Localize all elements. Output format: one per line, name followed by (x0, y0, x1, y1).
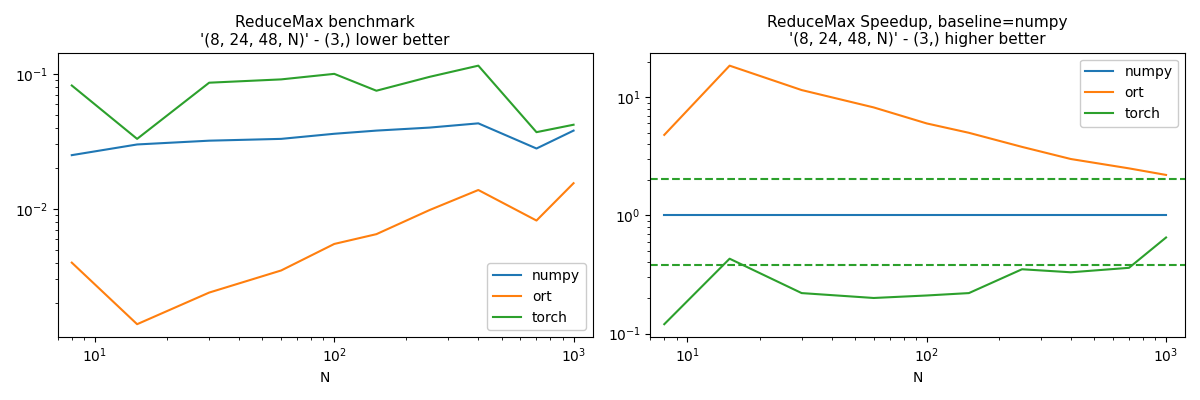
ort (65, 260, 79, 265)
ort (202, 290, 216, 295)
numpy (328, 131, 342, 136)
ort (919, 121, 934, 126)
numpy (1122, 213, 1136, 218)
ort (529, 218, 544, 223)
Title: ReduceMax benchmark
'(8, 24, 48, N)' - (3,) lower better: ReduceMax benchmark '(8, 24, 48, N)' - (… (200, 15, 450, 47)
torch (1015, 267, 1030, 272)
numpy (274, 136, 288, 141)
numpy (919, 213, 934, 218)
torch (274, 77, 288, 82)
Line: torch: torch (665, 238, 1166, 324)
torch (422, 74, 437, 79)
ort (1063, 157, 1078, 162)
ort (722, 63, 737, 68)
numpy (422, 125, 437, 130)
ort (422, 208, 437, 212)
ort (370, 232, 384, 236)
torch (1122, 266, 1136, 270)
torch (566, 122, 581, 127)
Title: ReduceMax Speedup, baseline=numpy
'(8, 24, 48, N)' - (3,) higher better: ReduceMax Speedup, baseline=numpy '(8, 2… (768, 15, 1068, 47)
ort (794, 88, 809, 92)
numpy (961, 213, 976, 218)
ort (472, 188, 486, 192)
torch (65, 83, 79, 88)
torch (866, 296, 881, 300)
X-axis label: N: N (320, 371, 330, 385)
numpy (472, 121, 486, 126)
ort (1015, 144, 1030, 149)
torch (658, 322, 672, 326)
torch (328, 72, 342, 76)
numpy (866, 213, 881, 218)
ort (1122, 166, 1136, 171)
numpy (529, 146, 544, 151)
numpy (794, 213, 809, 218)
ort (866, 105, 881, 110)
torch (130, 136, 144, 141)
torch (961, 291, 976, 296)
ort (1159, 172, 1174, 177)
X-axis label: N: N (912, 371, 923, 385)
Legend: numpy, ort, torch: numpy, ort, torch (487, 263, 586, 330)
numpy (722, 213, 737, 218)
numpy (658, 213, 672, 218)
torch (919, 293, 934, 298)
numpy (1015, 213, 1030, 218)
torch (1063, 270, 1078, 275)
ort (328, 242, 342, 246)
numpy (1063, 213, 1078, 218)
ort (566, 181, 581, 186)
numpy (1159, 213, 1174, 218)
torch (722, 256, 737, 261)
ort (130, 322, 144, 326)
numpy (130, 142, 144, 147)
Line: ort: ort (665, 66, 1166, 175)
ort (961, 130, 976, 135)
numpy (566, 128, 581, 133)
torch (472, 63, 486, 68)
Legend: numpy, ort, torch: numpy, ort, torch (1080, 60, 1178, 127)
torch (370, 88, 384, 93)
Line: numpy: numpy (72, 123, 574, 155)
numpy (202, 138, 216, 143)
torch (794, 291, 809, 296)
numpy (370, 128, 384, 133)
Line: torch: torch (72, 66, 574, 139)
torch (529, 130, 544, 134)
numpy (65, 153, 79, 158)
ort (658, 132, 672, 137)
torch (1159, 235, 1174, 240)
torch (202, 80, 216, 85)
ort (274, 268, 288, 273)
Line: ort: ort (72, 183, 574, 324)
